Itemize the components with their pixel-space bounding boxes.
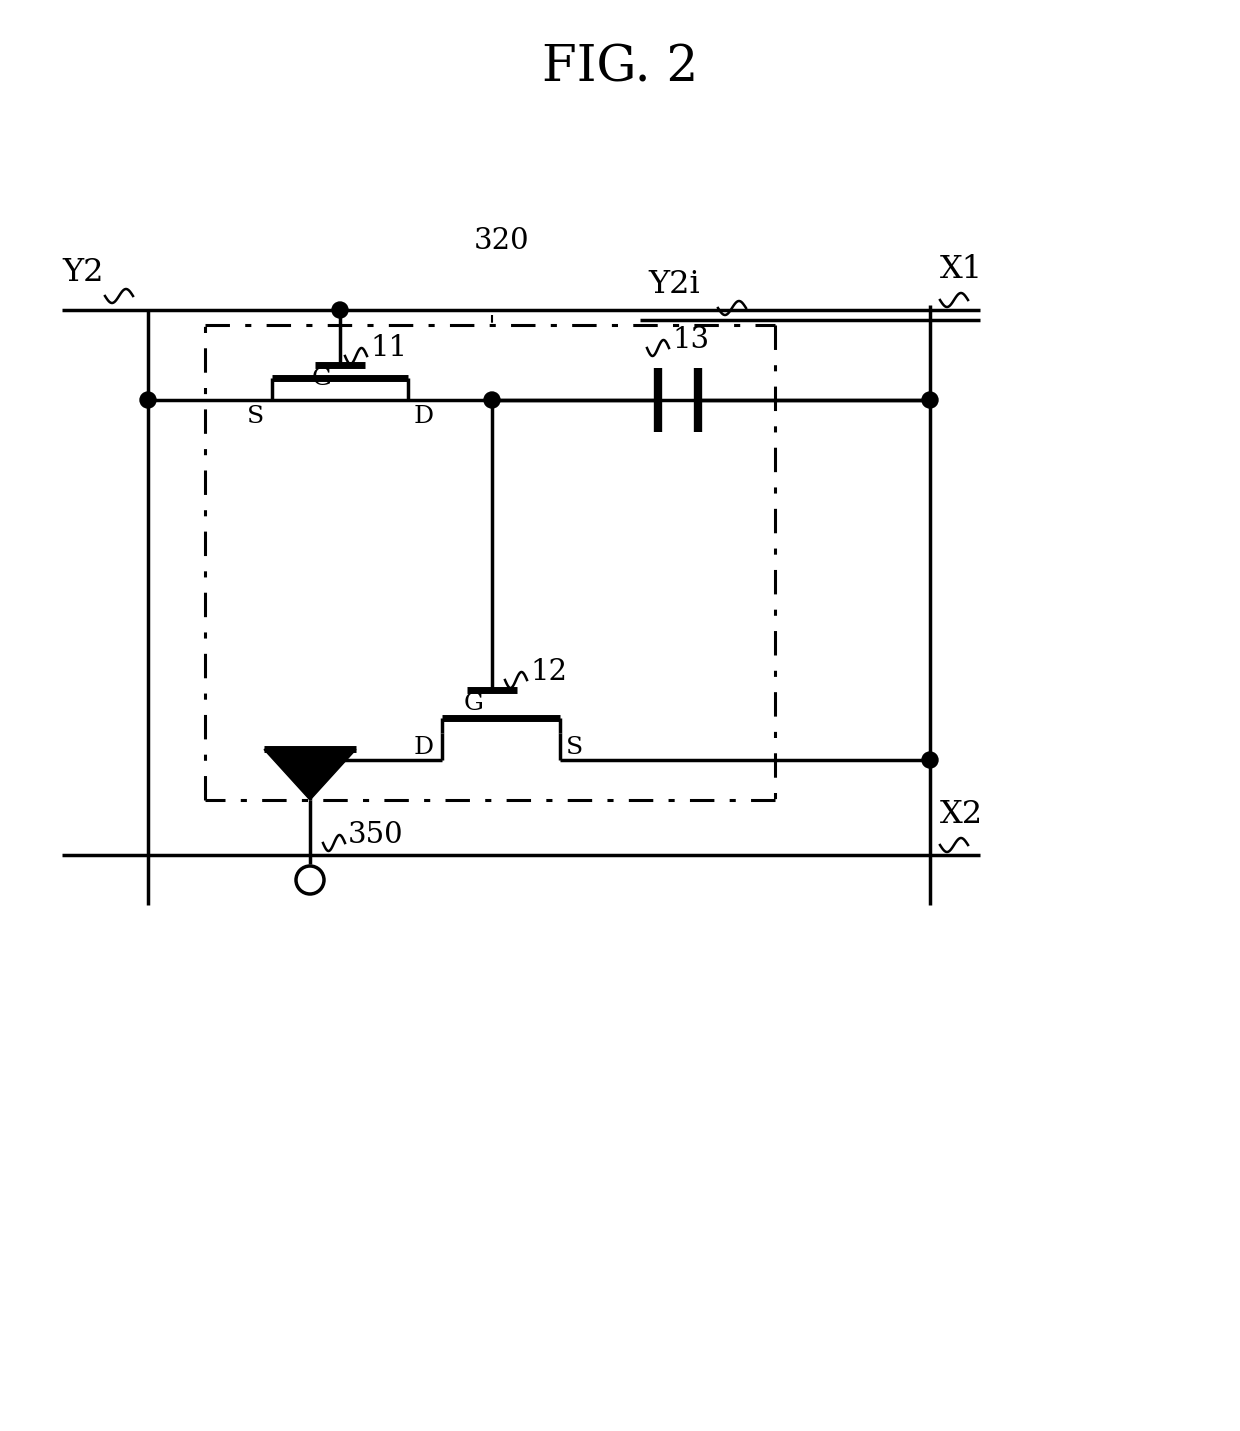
Text: D: D — [414, 736, 434, 758]
Text: 320: 320 — [474, 228, 529, 255]
Circle shape — [140, 392, 156, 408]
Circle shape — [923, 392, 937, 408]
Circle shape — [484, 392, 500, 408]
Text: X1: X1 — [940, 253, 983, 285]
Text: 350: 350 — [348, 821, 404, 849]
Text: 13: 13 — [672, 326, 709, 353]
Circle shape — [923, 753, 937, 768]
Circle shape — [332, 302, 348, 318]
Text: 12: 12 — [529, 658, 567, 685]
Circle shape — [296, 866, 324, 894]
Text: X2: X2 — [940, 798, 983, 830]
Text: G: G — [312, 366, 332, 391]
Polygon shape — [264, 750, 356, 800]
Text: 11: 11 — [370, 333, 407, 362]
Text: Y2: Y2 — [62, 258, 103, 288]
Text: S: S — [247, 405, 264, 428]
Text: FIG. 2: FIG. 2 — [542, 43, 698, 93]
Text: D: D — [414, 405, 434, 428]
Text: S: S — [565, 736, 583, 758]
Text: Y2i: Y2i — [649, 269, 699, 301]
Text: G: G — [464, 693, 484, 716]
